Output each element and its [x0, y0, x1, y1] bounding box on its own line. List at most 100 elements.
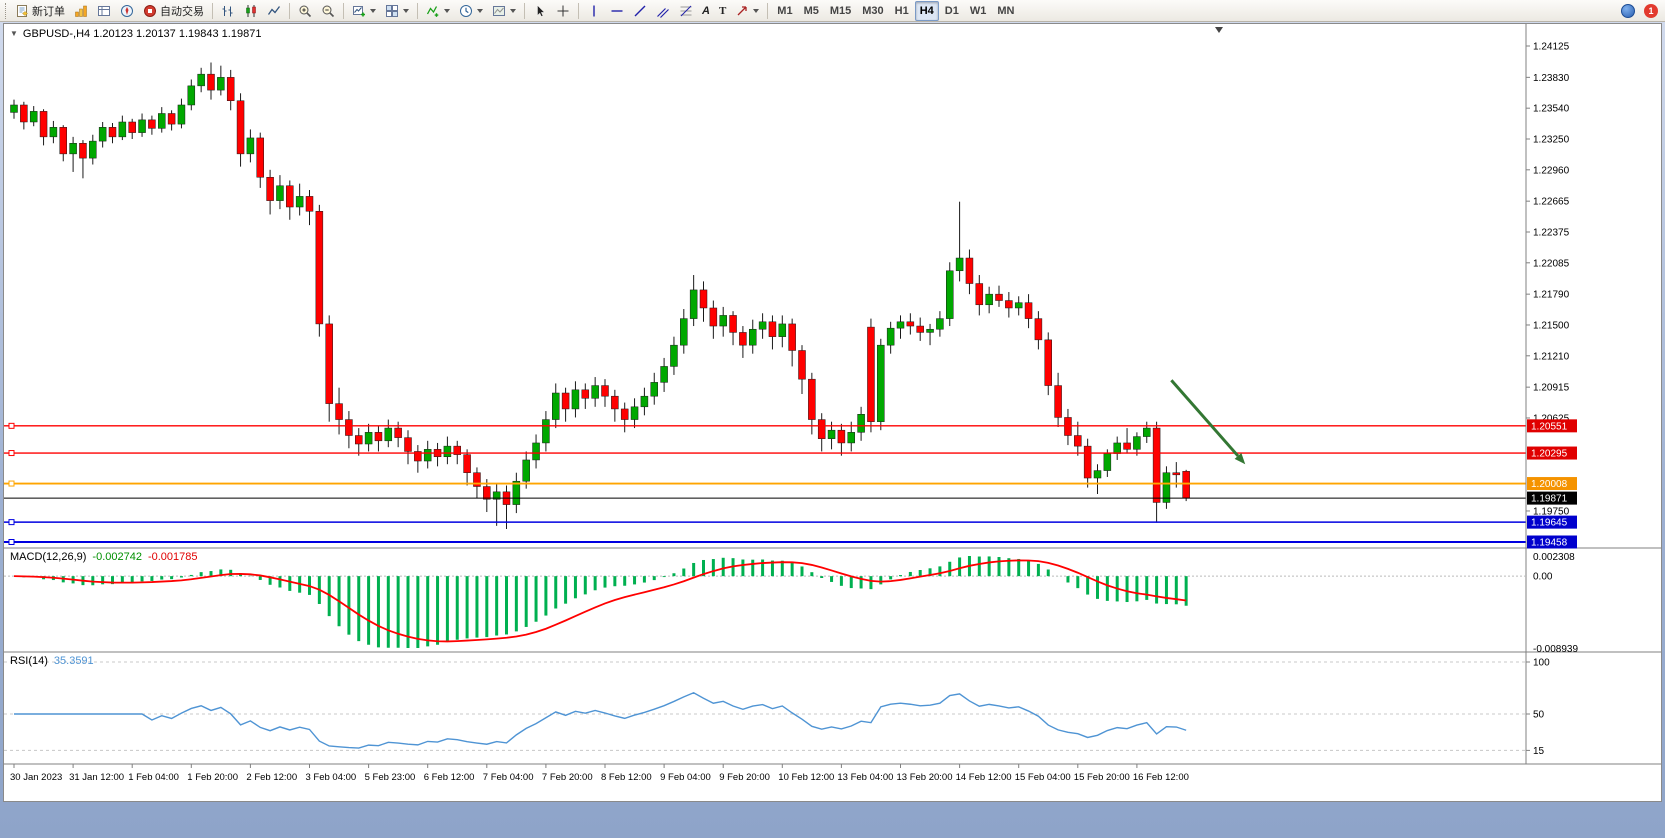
svg-text:8 Feb 12:00: 8 Feb 12:00 — [601, 772, 652, 783]
chart-profiles-icon — [386, 4, 398, 17]
svg-text:1.21500: 1.21500 — [1533, 320, 1570, 331]
timeframe-button-m1[interactable]: M1 — [772, 1, 797, 21]
auto-trading-button[interactable]: 自动交易 — [139, 1, 208, 21]
toolbar-separator — [524, 2, 525, 19]
vertical-line-icon — [593, 5, 595, 16]
dropdown-caret-icon — [444, 8, 450, 13]
notification-badge: 1 — [1644, 3, 1658, 18]
channel-tool-button[interactable] — [652, 1, 674, 21]
chart-window: 1.24125 1.23830 1.23540 1.23250 1.22960 1.226… — [3, 23, 1662, 802]
toolbar-grip[interactable] — [5, 2, 8, 19]
data-window-button[interactable] — [93, 1, 115, 21]
svg-text:5 Feb 23:00: 5 Feb 23:00 — [365, 772, 416, 783]
svg-text:14 Feb 12:00: 14 Feb 12:00 — [956, 772, 1012, 783]
candles-layer — [10, 62, 1190, 530]
svg-text:1.20008: 1.20008 — [1531, 479, 1568, 490]
chart-profiles-button[interactable] — [381, 1, 413, 21]
svg-text:1.22665: 1.22665 — [1533, 197, 1570, 208]
svg-text:1.23540: 1.23540 — [1533, 104, 1570, 115]
arrows-tool-button[interactable] — [731, 1, 763, 21]
rsi-layer: 100 50 15 — [4, 658, 1550, 757]
trendline-tool-button[interactable] — [629, 1, 651, 21]
help-button[interactable] — [1617, 1, 1639, 21]
timeframe-button-m30[interactable]: M30 — [857, 1, 888, 21]
timeframe-button-h1[interactable]: H1 — [890, 1, 914, 21]
timeframe-button-h4[interactable]: H4 — [914, 0, 939, 21]
new-chart-button[interactable] — [348, 1, 380, 21]
svg-text:16 Feb 12:00: 16 Feb 12:00 — [1133, 772, 1189, 783]
notifications-button[interactable]: 1 — [1640, 1, 1662, 21]
label-tool-button[interactable]: T — [715, 1, 730, 21]
timeframe-button-m5[interactable]: M5 — [799, 1, 824, 21]
timeframe-button-w1[interactable]: W1 — [965, 1, 992, 21]
dropdown-caret-icon — [403, 8, 409, 13]
svg-text:1 Feb 04:00: 1 Feb 04:00 — [128, 772, 179, 783]
channel-icon — [657, 7, 669, 18]
vertical-line-tool-button[interactable] — [583, 1, 605, 21]
main-toolbar: 新订单 自动交易 — [0, 0, 1665, 22]
trendline-icon — [634, 5, 646, 16]
svg-text:50: 50 — [1533, 710, 1545, 721]
new-order-label: 新订单 — [32, 5, 65, 18]
toolbar-separator — [343, 2, 344, 19]
svg-text:7 Feb 04:00: 7 Feb 04:00 — [483, 772, 534, 783]
toolbar-separator — [212, 2, 213, 19]
svg-text:1.20625: 1.20625 — [1533, 413, 1570, 424]
axis-layer: 1.24125 1.23830 1.23540 1.23250 1.22960 1.226… — [4, 24, 1661, 783]
svg-text:1.19645: 1.19645 — [1531, 518, 1568, 529]
auto-trading-icon — [144, 4, 156, 17]
zoom-out-button[interactable] — [317, 1, 339, 21]
data-window-icon — [98, 5, 110, 16]
timeframe-button-m15[interactable]: M15 — [825, 1, 856, 21]
text-tool-label: A — [702, 4, 710, 17]
svg-text:13 Feb 20:00: 13 Feb 20:00 — [897, 772, 953, 783]
macd-layer: 0.002308 0.00 -0.008939 — [4, 552, 1578, 655]
svg-text:1.22375: 1.22375 — [1533, 227, 1570, 238]
templates-icon — [493, 5, 505, 16]
svg-text:1.19750: 1.19750 — [1533, 506, 1570, 517]
svg-text:-0.008939: -0.008939 — [1533, 644, 1578, 655]
navigator-icon — [121, 4, 133, 17]
help-icon — [1621, 3, 1635, 18]
price-chart-canvas[interactable]: 1.24125 1.23830 1.23540 1.23250 1.22960 1.226… — [4, 24, 1661, 801]
toolbar-separator — [578, 2, 579, 19]
timeframe-button-mn[interactable]: MN — [992, 1, 1019, 21]
svg-text:31 Jan 12:00: 31 Jan 12:00 — [69, 772, 124, 783]
new-order-button[interactable]: 新订单 — [11, 1, 69, 21]
svg-text:13 Feb 04:00: 13 Feb 04:00 — [837, 772, 893, 783]
svg-text:15 Feb 20:00: 15 Feb 20:00 — [1074, 772, 1130, 783]
timeframe-button-d1[interactable]: D1 — [940, 1, 964, 21]
templates-button[interactable] — [488, 1, 520, 21]
zoom-in-button[interactable] — [294, 1, 316, 21]
horizontal-line-tool-button[interactable] — [606, 1, 628, 21]
line-chart-button[interactable] — [263, 1, 285, 21]
svg-text:3 Feb 04:00: 3 Feb 04:00 — [306, 772, 357, 783]
candlestick-button[interactable] — [240, 1, 262, 21]
cursor-icon — [537, 4, 545, 17]
bar-chart-button[interactable] — [217, 1, 239, 21]
line-chart-icon — [267, 5, 281, 15]
crosshair-button[interactable] — [552, 1, 574, 21]
svg-text:1.23250: 1.23250 — [1533, 134, 1570, 145]
navigator-button[interactable] — [116, 1, 138, 21]
bar-chart-icon — [222, 5, 233, 16]
svg-text:1.20295: 1.20295 — [1531, 449, 1568, 460]
timeframe-toolbar: M1 M5 M15 M30 H1 H4 D1 W1 MN — [772, 0, 1019, 21]
zoom-out-icon — [322, 5, 335, 17]
periods-clock-icon — [460, 4, 472, 17]
label-tool-label: T — [718, 4, 727, 17]
dropdown-caret-icon — [370, 8, 376, 13]
fibonacci-icon — [680, 5, 692, 16]
svg-text:2 Feb 12:00: 2 Feb 12:00 — [246, 772, 297, 783]
svg-text:1.20551: 1.20551 — [1531, 421, 1568, 432]
svg-text:6 Feb 12:00: 6 Feb 12:00 — [424, 772, 475, 783]
candlestick-icon — [246, 4, 256, 17]
text-tool-button[interactable]: A — [698, 1, 714, 21]
fibonacci-tool-button[interactable] — [675, 1, 697, 21]
svg-text:1.22960: 1.22960 — [1533, 165, 1570, 176]
svg-text:15: 15 — [1533, 746, 1545, 757]
market-watch-button[interactable] — [70, 1, 92, 21]
periods-button[interactable] — [455, 1, 487, 21]
cursor-button[interactable] — [529, 1, 551, 21]
indicators-button[interactable] — [422, 1, 454, 21]
